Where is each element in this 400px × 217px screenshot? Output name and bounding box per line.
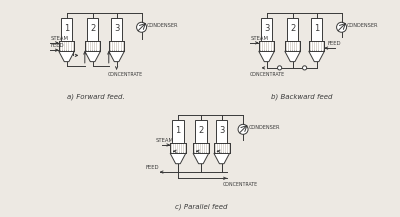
Bar: [170, 143, 186, 153]
Circle shape: [136, 22, 146, 32]
Text: 2: 2: [290, 24, 295, 33]
Bar: [85, 41, 100, 51]
Bar: [214, 143, 230, 153]
Polygon shape: [170, 153, 186, 164]
Circle shape: [278, 66, 282, 70]
Bar: [170, 143, 186, 153]
Bar: [109, 41, 124, 51]
Text: 1: 1: [64, 24, 69, 33]
Text: CONCENTRATE: CONCENTRATE: [108, 72, 143, 77]
Text: CONDENSER: CONDENSER: [147, 23, 179, 28]
Text: 2: 2: [198, 126, 204, 135]
Circle shape: [238, 124, 248, 134]
Text: CONCENTRATE: CONCENTRATE: [223, 182, 258, 187]
Polygon shape: [285, 51, 300, 62]
Bar: [59, 41, 74, 51]
Polygon shape: [85, 51, 100, 62]
Polygon shape: [259, 51, 274, 62]
Text: 3: 3: [219, 126, 224, 135]
Text: 1: 1: [314, 24, 319, 33]
Bar: [309, 41, 324, 51]
Bar: [285, 41, 300, 51]
Text: STEAM: STEAM: [51, 36, 69, 41]
Text: CONCENTRATE: CONCENTRATE: [250, 72, 285, 77]
Bar: [61, 18, 72, 41]
Bar: [261, 18, 272, 41]
Bar: [193, 143, 209, 153]
Text: b) Backward feed: b) Backward feed: [271, 93, 333, 100]
Bar: [195, 120, 207, 143]
Circle shape: [336, 22, 346, 32]
Bar: [216, 120, 228, 143]
Text: CONDENSER: CONDENSER: [248, 125, 280, 130]
Polygon shape: [193, 153, 209, 164]
Text: FEED: FEED: [51, 43, 64, 48]
Bar: [259, 41, 274, 51]
Text: 3: 3: [264, 24, 269, 33]
Bar: [172, 120, 184, 143]
Text: 2: 2: [90, 24, 95, 33]
Bar: [111, 18, 122, 41]
Text: FEED: FEED: [145, 165, 159, 170]
Bar: [87, 18, 98, 41]
Polygon shape: [309, 51, 324, 62]
Bar: [109, 41, 124, 51]
Polygon shape: [59, 51, 74, 62]
Text: STEAM: STEAM: [156, 138, 174, 143]
Bar: [309, 41, 324, 51]
Text: 1: 1: [175, 126, 180, 135]
Bar: [285, 41, 300, 51]
Text: CONDENSER: CONDENSER: [347, 23, 379, 28]
Polygon shape: [214, 153, 230, 164]
Circle shape: [302, 66, 307, 70]
Text: a) Forward feed.: a) Forward feed.: [67, 93, 125, 100]
Bar: [311, 18, 322, 41]
Bar: [193, 143, 209, 153]
Bar: [85, 41, 100, 51]
Text: 3: 3: [114, 24, 119, 33]
Bar: [259, 41, 274, 51]
Bar: [59, 41, 74, 51]
Bar: [287, 18, 298, 41]
Polygon shape: [109, 51, 124, 62]
Bar: [214, 143, 230, 153]
Text: c) Parallel feed: c) Parallel feed: [175, 204, 227, 210]
Text: FEED: FEED: [328, 41, 341, 46]
Text: STEAM: STEAM: [251, 36, 269, 41]
